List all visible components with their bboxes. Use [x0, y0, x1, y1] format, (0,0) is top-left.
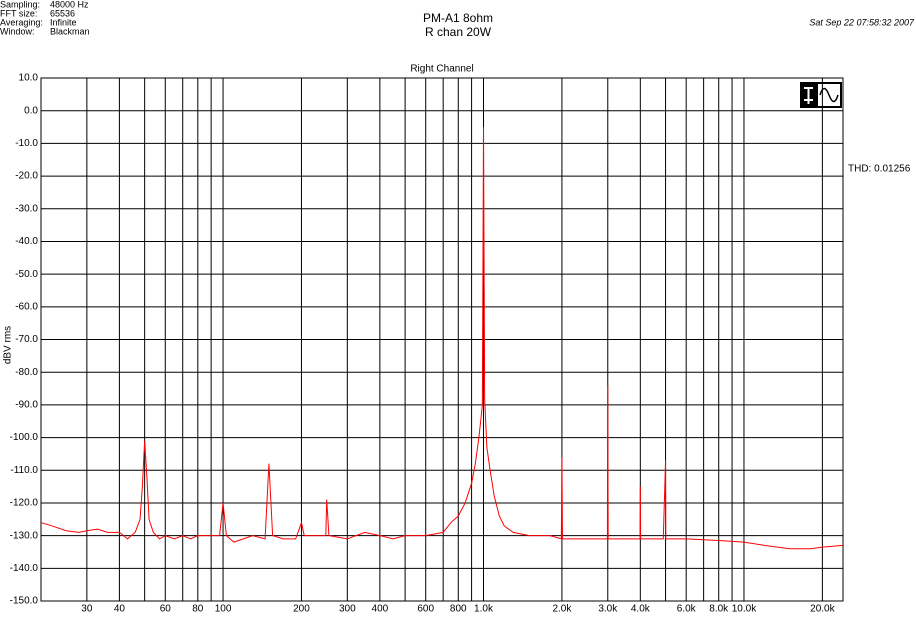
- y-tick-label: -40.0: [15, 236, 38, 247]
- y-tick-label: -60.0: [15, 301, 38, 312]
- title: PM-A1 8ohm: [423, 11, 493, 25]
- x-tick-label: 10.0k: [732, 604, 757, 615]
- x-tick-label: 3.0k: [598, 604, 618, 615]
- date: Sat Sep 22 07:58:32 2007: [809, 17, 915, 27]
- x-tick-label: 2.0k: [552, 604, 572, 615]
- y-tick-label: -120.0: [10, 498, 39, 509]
- y-tick-label: -80.0: [15, 367, 38, 378]
- info-value: Infinite: [50, 17, 77, 27]
- plot-border: [40, 77, 844, 602]
- y-tick-label: -90.0: [15, 400, 38, 411]
- x-tick-label: 4.0k: [631, 604, 651, 615]
- x-tick-label: 40: [114, 604, 126, 615]
- thd-annotation: THD: 0.01256: [848, 164, 911, 175]
- x-tick-label: 30: [81, 604, 93, 615]
- y-tick-label: -100.0: [10, 432, 39, 443]
- x-tick-label: 8.0k: [709, 604, 729, 615]
- info-key: Window:: [0, 26, 35, 36]
- spectrum-line: [40, 127, 844, 550]
- logo-mark: [804, 87, 813, 104]
- info-value: 48000 Hz: [50, 0, 89, 9]
- info-value: 65536: [50, 8, 75, 18]
- y-tick-label: -50.0: [15, 269, 38, 280]
- y-tick-label: -150.0: [10, 596, 39, 607]
- info-key: Sampling:: [0, 0, 40, 9]
- x-tick-label: 6.0k: [677, 604, 697, 615]
- y-tick-label: 10.0: [19, 73, 39, 84]
- x-tick-label: 20.0k: [810, 604, 835, 615]
- subtitle: R chan 20W: [425, 25, 492, 39]
- x-tick-label: 80: [192, 604, 204, 615]
- y-tick-label: -10.0: [15, 138, 38, 149]
- x-tick-label: 600: [417, 604, 434, 615]
- x-tick-label: 400: [372, 604, 389, 615]
- y-tick-label: -140.0: [10, 563, 39, 574]
- x-tick-label: 300: [339, 604, 356, 615]
- y-tick-label: -30.0: [15, 203, 38, 214]
- y-tick-label: 0.0: [24, 105, 38, 116]
- info-key: FFT size:: [0, 8, 37, 18]
- y-axis-label: dBV rms: [3, 326, 14, 364]
- y-tick-label: -130.0: [10, 530, 39, 541]
- y-tick-label: -70.0: [15, 334, 38, 345]
- plot-title: Right Channel: [410, 64, 473, 75]
- y-tick-label: -110.0: [10, 465, 38, 476]
- x-tick-label: 100: [215, 604, 232, 615]
- x-tick-label: 800: [450, 604, 467, 615]
- info-key: Averaging:: [0, 17, 43, 27]
- info-value: Blackman: [50, 26, 90, 36]
- x-tick-label: 60: [160, 604, 172, 615]
- x-tick-label: 1.0k: [474, 604, 494, 615]
- y-tick-label: -20.0: [15, 171, 38, 182]
- logo: [800, 82, 842, 108]
- x-tick-label: 200: [293, 604, 310, 615]
